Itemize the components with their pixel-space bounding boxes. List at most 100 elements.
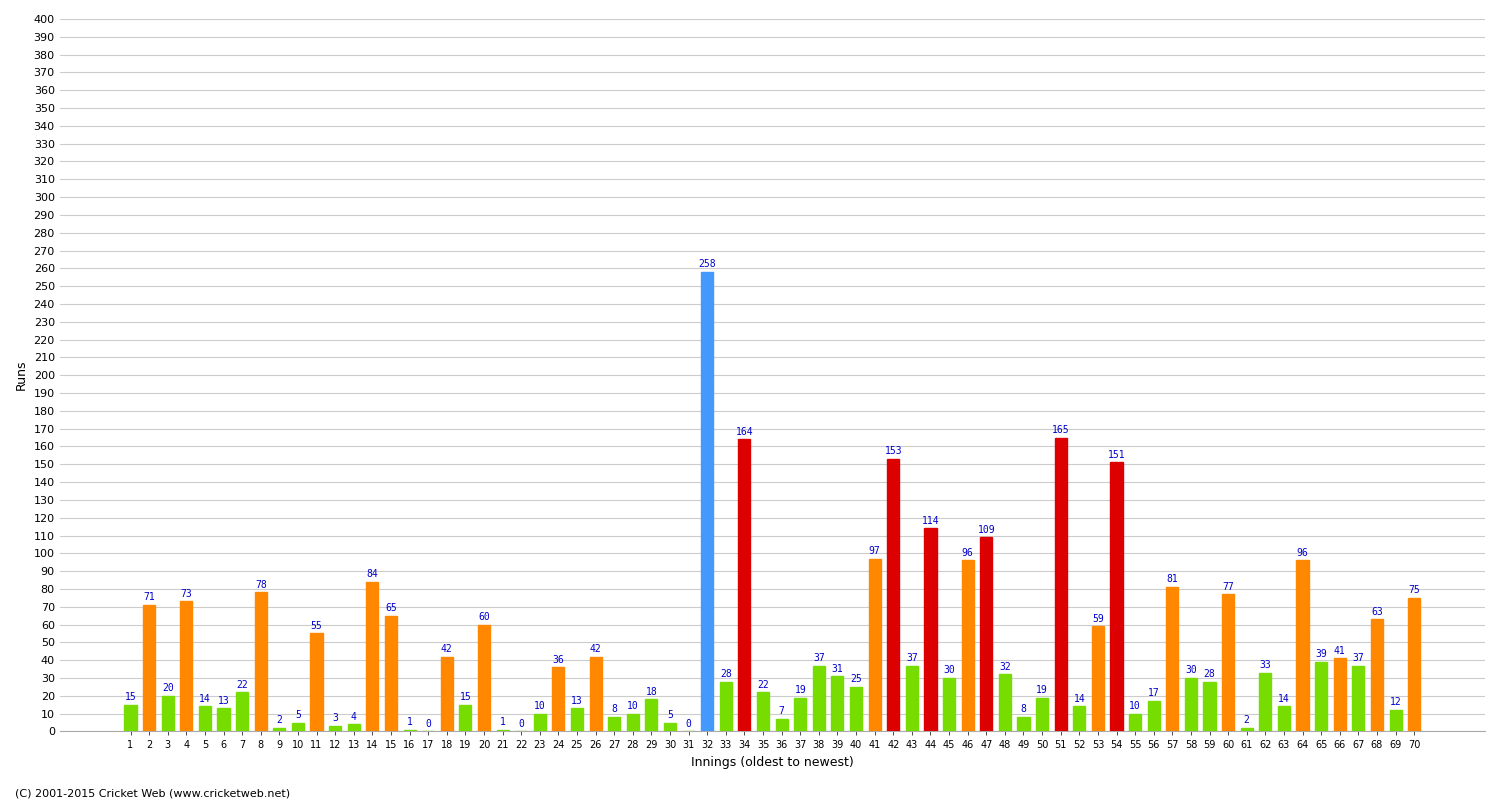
Bar bbox=[124, 705, 136, 731]
Bar bbox=[850, 687, 862, 731]
Text: 96: 96 bbox=[1296, 548, 1308, 558]
Text: 5: 5 bbox=[668, 710, 674, 720]
Text: 41: 41 bbox=[1334, 646, 1346, 656]
Text: 14: 14 bbox=[200, 694, 211, 704]
Bar bbox=[273, 728, 285, 731]
Text: 33: 33 bbox=[1260, 660, 1270, 670]
Text: 73: 73 bbox=[180, 589, 192, 598]
Text: 96: 96 bbox=[962, 548, 974, 558]
Bar bbox=[1036, 698, 1048, 731]
Bar bbox=[200, 706, 211, 731]
Text: 28: 28 bbox=[1203, 669, 1215, 679]
Bar bbox=[1408, 598, 1420, 731]
Bar bbox=[236, 692, 248, 731]
Bar bbox=[1260, 673, 1272, 731]
Text: 165: 165 bbox=[1052, 425, 1070, 435]
Y-axis label: Runs: Runs bbox=[15, 360, 28, 390]
Text: 42: 42 bbox=[441, 644, 453, 654]
Text: 14: 14 bbox=[1074, 694, 1084, 704]
Text: 31: 31 bbox=[831, 663, 843, 674]
Bar bbox=[1389, 710, 1401, 731]
Bar bbox=[142, 605, 154, 731]
Bar bbox=[1278, 706, 1290, 731]
Bar bbox=[1167, 587, 1179, 731]
Bar bbox=[1017, 717, 1029, 731]
Text: 32: 32 bbox=[999, 662, 1011, 672]
Text: 17: 17 bbox=[1148, 689, 1160, 698]
Text: 28: 28 bbox=[720, 669, 732, 679]
Bar bbox=[386, 616, 398, 731]
Bar bbox=[1316, 662, 1328, 731]
Bar bbox=[906, 666, 918, 731]
Text: 2: 2 bbox=[1244, 715, 1250, 725]
Text: 2: 2 bbox=[276, 715, 282, 725]
Text: 59: 59 bbox=[1092, 614, 1104, 624]
Bar bbox=[1203, 682, 1215, 731]
Text: 0: 0 bbox=[424, 718, 430, 729]
Bar bbox=[478, 625, 490, 731]
Bar bbox=[496, 730, 508, 731]
Bar bbox=[1054, 438, 1066, 731]
Text: 20: 20 bbox=[162, 683, 174, 693]
Bar bbox=[738, 439, 750, 731]
Text: 164: 164 bbox=[735, 426, 753, 437]
Text: 153: 153 bbox=[885, 446, 902, 456]
Text: 151: 151 bbox=[1107, 450, 1125, 460]
Bar bbox=[162, 696, 174, 731]
Bar bbox=[700, 272, 714, 731]
Bar bbox=[404, 730, 416, 731]
Bar bbox=[1296, 561, 1308, 731]
Text: 55: 55 bbox=[310, 621, 322, 630]
Bar bbox=[1353, 666, 1365, 731]
Text: 42: 42 bbox=[590, 644, 602, 654]
Bar bbox=[944, 678, 956, 731]
Text: 37: 37 bbox=[813, 653, 825, 663]
Bar bbox=[366, 582, 378, 731]
Bar bbox=[1074, 706, 1086, 731]
Bar bbox=[552, 667, 564, 731]
Text: 8: 8 bbox=[612, 705, 616, 714]
Text: 1: 1 bbox=[500, 717, 506, 727]
Bar bbox=[1092, 626, 1104, 731]
Bar bbox=[886, 459, 900, 731]
Bar bbox=[664, 722, 676, 731]
Text: 37: 37 bbox=[1353, 653, 1364, 663]
Bar bbox=[999, 674, 1011, 731]
Bar bbox=[962, 561, 974, 731]
Bar bbox=[534, 714, 546, 731]
Text: 18: 18 bbox=[645, 686, 657, 697]
Bar bbox=[1130, 714, 1142, 731]
Text: 5: 5 bbox=[296, 710, 302, 720]
Bar bbox=[292, 722, 304, 731]
Bar bbox=[645, 699, 657, 731]
Bar bbox=[348, 724, 360, 731]
Bar bbox=[1185, 678, 1197, 731]
Bar bbox=[441, 657, 453, 731]
Bar bbox=[1222, 594, 1234, 731]
Bar bbox=[590, 657, 602, 731]
Bar bbox=[328, 726, 340, 731]
Text: 84: 84 bbox=[366, 569, 378, 579]
Bar bbox=[627, 714, 639, 731]
Text: 25: 25 bbox=[850, 674, 862, 684]
Text: 78: 78 bbox=[255, 580, 267, 590]
Bar bbox=[310, 634, 322, 731]
Bar bbox=[255, 593, 267, 731]
Text: 39: 39 bbox=[1316, 650, 1328, 659]
Bar bbox=[1148, 701, 1160, 731]
Bar bbox=[572, 708, 584, 731]
Bar bbox=[924, 528, 936, 731]
Text: 3: 3 bbox=[332, 714, 338, 723]
Text: 12: 12 bbox=[1389, 698, 1401, 707]
Bar bbox=[794, 698, 807, 731]
Bar bbox=[776, 719, 788, 731]
Text: 4: 4 bbox=[351, 712, 357, 722]
Text: 81: 81 bbox=[1167, 574, 1178, 585]
Text: 13: 13 bbox=[572, 695, 584, 706]
Bar bbox=[868, 558, 880, 731]
Text: 22: 22 bbox=[758, 679, 770, 690]
Text: 1: 1 bbox=[406, 717, 412, 727]
Bar bbox=[217, 708, 229, 731]
Text: (C) 2001-2015 Cricket Web (www.cricketweb.net): (C) 2001-2015 Cricket Web (www.cricketwe… bbox=[15, 788, 290, 798]
Text: 71: 71 bbox=[142, 592, 154, 602]
